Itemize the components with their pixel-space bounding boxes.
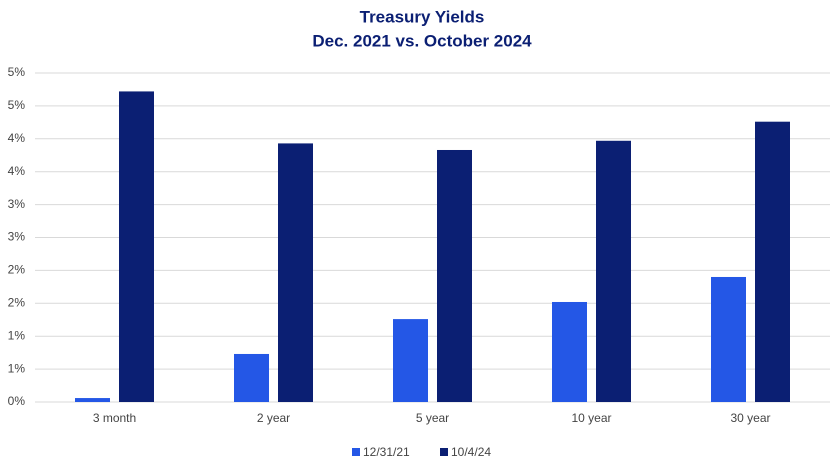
y-tick-label: 1% — [8, 328, 26, 342]
x-tick-label: 30 year — [730, 411, 770, 425]
x-tick-label: 2 year — [257, 411, 290, 425]
chart-subtitle: Dec. 2021 vs. October 2024 — [312, 31, 532, 50]
bar — [437, 149, 472, 402]
legend-swatch — [352, 448, 360, 456]
bar — [278, 143, 313, 402]
bar — [596, 140, 631, 403]
bar — [552, 301, 587, 402]
legend-label: 12/31/21 — [363, 445, 410, 459]
y-tick-label: 3% — [8, 197, 26, 211]
y-tick-label: 4% — [8, 164, 26, 178]
bar — [711, 276, 746, 402]
y-tick-label: 4% — [8, 131, 26, 145]
y-tick-label: 2% — [8, 263, 26, 277]
bar — [393, 319, 428, 402]
y-tick-label: 3% — [8, 230, 26, 244]
legend-swatch — [440, 448, 448, 456]
y-tick-label: 5% — [8, 65, 26, 79]
y-tick-label: 5% — [8, 98, 26, 112]
y-tick-label: 2% — [8, 295, 26, 309]
bar — [119, 91, 154, 402]
x-tick-label: 3 month — [93, 411, 136, 425]
y-tick-label: 0% — [8, 394, 26, 408]
legend-label: 10/4/24 — [451, 445, 491, 459]
y-tick-label: 1% — [8, 361, 26, 375]
bar — [234, 353, 269, 402]
bar — [75, 398, 110, 402]
x-tick-label: 10 year — [571, 411, 611, 425]
bar — [755, 121, 790, 402]
x-tick-label: 5 year — [416, 411, 449, 425]
chart-title: Treasury Yields — [360, 7, 485, 26]
